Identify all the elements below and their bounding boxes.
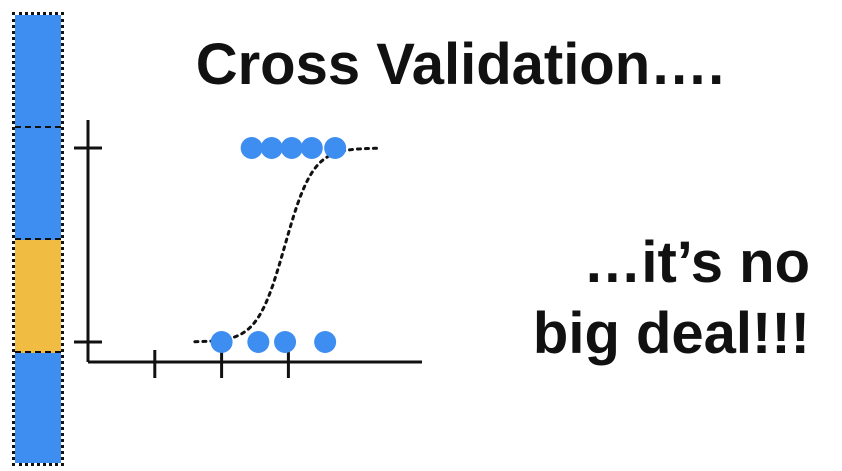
data-point: [314, 331, 337, 353]
subtitle-line-2: big deal!!!: [532, 300, 810, 366]
cv-block-training: [15, 352, 61, 463]
fit-curve: [193, 146, 381, 344]
cv-block-training: [15, 15, 61, 128]
subtitle-line-1: …it’s no: [583, 230, 810, 295]
data-point: [240, 137, 263, 159]
data-point: [247, 331, 270, 353]
data-point: [324, 137, 347, 159]
data-point: [300, 137, 323, 159]
cv-block-training: [15, 127, 61, 240]
cross-validation-blocks: [12, 12, 64, 466]
data-point: [274, 331, 297, 353]
data-point: [210, 331, 233, 353]
subtitle: …it’s no big deal!!!: [533, 228, 810, 370]
data-point: [280, 137, 303, 159]
data-point: [260, 137, 283, 159]
cv-block-testing: [15, 240, 61, 353]
page-title: Cross Validation….: [195, 32, 725, 97]
